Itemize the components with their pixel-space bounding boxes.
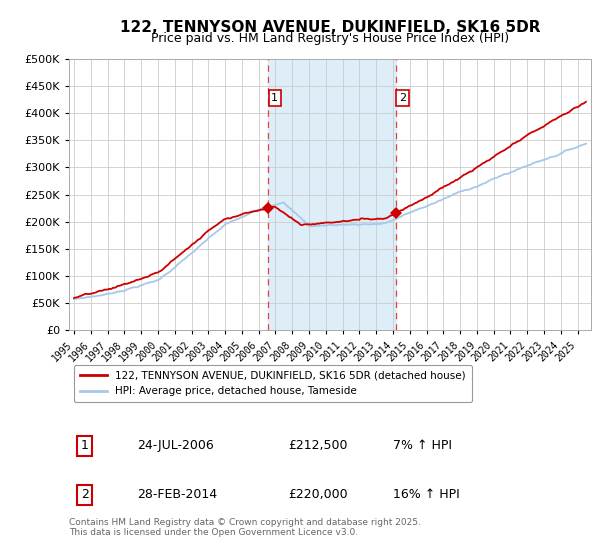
- Text: £220,000: £220,000: [288, 488, 348, 501]
- Text: 7% ↑ HPI: 7% ↑ HPI: [392, 440, 452, 452]
- Text: 24-JUL-2006: 24-JUL-2006: [137, 440, 214, 452]
- Text: Contains HM Land Registry data © Crown copyright and database right 2025.
This d: Contains HM Land Registry data © Crown c…: [69, 518, 421, 538]
- Text: 2: 2: [81, 488, 89, 501]
- Text: 2: 2: [399, 93, 406, 103]
- Bar: [268, 59, 395, 330]
- Text: 28-FEB-2014: 28-FEB-2014: [137, 488, 217, 501]
- Legend: 122, TENNYSON AVENUE, DUKINFIELD, SK16 5DR (detached house), HPI: Average price,: 122, TENNYSON AVENUE, DUKINFIELD, SK16 5…: [74, 365, 472, 403]
- Text: £212,500: £212,500: [288, 440, 348, 452]
- Text: Price paid vs. HM Land Registry's House Price Index (HPI): Price paid vs. HM Land Registry's House …: [151, 32, 509, 45]
- Text: 1: 1: [81, 440, 89, 452]
- Text: 16% ↑ HPI: 16% ↑ HPI: [392, 488, 460, 501]
- Text: 1: 1: [271, 93, 278, 103]
- Text: 122, TENNYSON AVENUE, DUKINFIELD, SK16 5DR: 122, TENNYSON AVENUE, DUKINFIELD, SK16 5…: [120, 20, 540, 35]
